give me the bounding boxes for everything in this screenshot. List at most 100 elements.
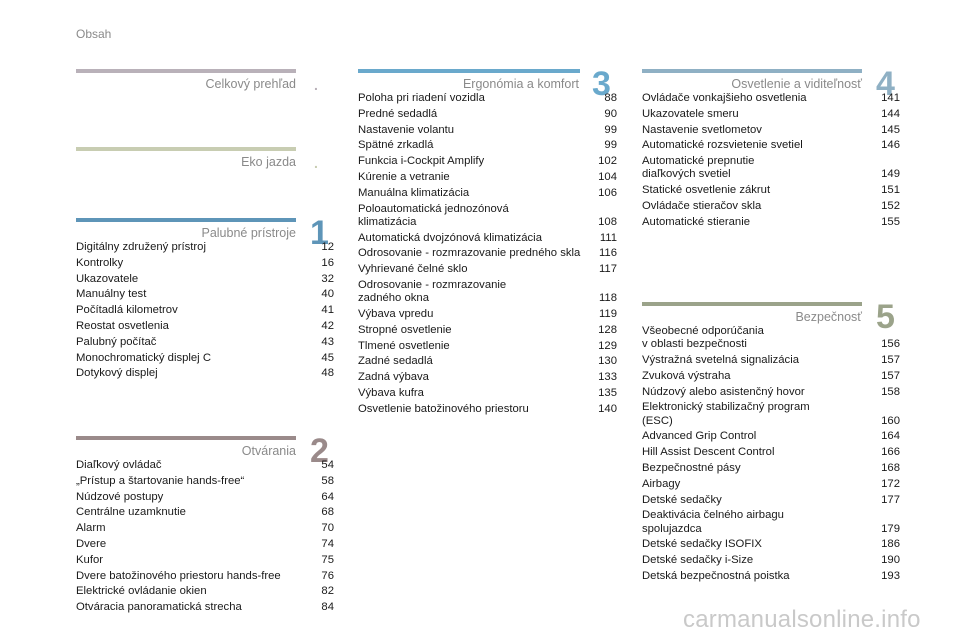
toc-entry[interactable]: Manuálna klimatizácia 106 xyxy=(358,187,617,203)
toc-entry[interactable]: Bezpečnostné pásy 168 xyxy=(642,462,900,478)
toc-entry[interactable]: Poloha pri riadení vozidla 88 xyxy=(358,92,617,108)
section-title: Osvetlenie a viditeľnosť xyxy=(731,77,862,91)
toc-entry[interactable]: Vyhrievané čelné sklo 117 xyxy=(358,263,617,279)
toc-entry-page: 145 xyxy=(881,123,900,136)
toc-entry[interactable]: Diaľkový ovládač 54 xyxy=(76,459,334,475)
toc-entry-title: Poloautomatická jednozónová klimatizácia xyxy=(358,202,509,228)
toc-entry[interactable]: Palubný počítač 43 xyxy=(76,336,334,352)
toc-list: Digitálny združený prístroj 12 Kontrolky 16… xyxy=(76,241,334,383)
toc-entry-page: 144 xyxy=(881,107,900,120)
toc-entry-title: Kúrenie a vetranie xyxy=(358,170,450,183)
toc-entry-title: Detské sedačky xyxy=(642,493,722,506)
toc-entry[interactable]: Automatické rozsvietenie svetiel 146 xyxy=(642,139,900,155)
toc-entry[interactable]: Kufor 75 xyxy=(76,554,334,570)
toc-entry-title: Dotykový displej xyxy=(76,367,158,380)
toc-entry-title: Detská bezpečnostná poistka xyxy=(642,569,790,582)
toc-entry-page: 111 xyxy=(599,231,617,244)
toc-entry-page: 177 xyxy=(881,493,900,506)
toc-entry[interactable]: Stropné osvetlenie 128 xyxy=(358,324,617,340)
toc-entry[interactable]: Reostat osvetlenia 42 xyxy=(76,320,334,336)
section-number: 1 xyxy=(310,214,329,252)
toc-entry[interactable]: Kontrolky 16 xyxy=(76,257,334,273)
toc-entry-page: 156 xyxy=(881,338,900,351)
toc-entry[interactable]: Detské sedačky ISOFIX 186 xyxy=(642,538,900,554)
toc-entry[interactable]: Advanced Grip Control 164 xyxy=(642,430,900,446)
toc-entry-page: 168 xyxy=(881,461,900,474)
toc-entry[interactable]: Spätné zrkadlá 99 xyxy=(358,139,617,155)
toc-entry-page: 118 xyxy=(598,292,617,305)
toc-entry[interactable]: Všeobecné odporúčania v oblasti bezpečno… xyxy=(642,325,900,354)
toc-entry[interactable]: Deaktivácia čelného airbagu spolujazdca 1… xyxy=(642,509,900,538)
toc-entry[interactable]: Statické osvetlenie zákrut 151 xyxy=(642,184,900,200)
toc-entry[interactable]: Výstražná svetelná signalizácia 157 xyxy=(642,354,900,370)
toc-entry[interactable]: Výbava kufra 135 xyxy=(358,387,617,403)
toc-entry[interactable]: Zadná výbava 133 xyxy=(358,371,617,387)
toc-entry-title: Elektronický stabilizačný program (ESC) xyxy=(642,401,810,427)
toc-entry[interactable]: Zvuková výstraha 157 xyxy=(642,370,900,386)
section-marker: . xyxy=(314,155,318,171)
toc-entry[interactable]: Manuálny test 40 xyxy=(76,288,334,304)
toc-entry[interactable]: Digitálny združený prístroj 12 xyxy=(76,241,334,257)
toc-entry[interactable]: Alarm 70 xyxy=(76,522,334,538)
toc-entry[interactable]: Ukazovatele smeru 144 xyxy=(642,108,900,124)
toc-entry[interactable]: Detská bezpečnostná poistka 193 xyxy=(642,570,900,586)
toc-entry-page: 160 xyxy=(881,414,900,427)
toc-entry[interactable]: Automatické prepnutie diaľkových svetiel… xyxy=(642,155,900,184)
toc-entry[interactable]: Dvere batožinového priestoru hands-free 7… xyxy=(76,570,334,586)
toc-entry-title: Reostat osvetlenia xyxy=(76,319,169,332)
toc-entry-page: 32 xyxy=(321,272,334,285)
toc-entry[interactable]: Osvetlenie batožinového priestoru 140 xyxy=(358,403,617,419)
toc-entry[interactable]: Predné sedadlá 90 xyxy=(358,108,617,124)
toc-entry-page: 129 xyxy=(598,339,617,352)
toc-entry[interactable]: Nastavenie volantu 99 xyxy=(358,124,617,140)
toc-entry[interactable]: Dvere 74 xyxy=(76,538,334,554)
toc-entry[interactable]: Odrosovanie - rozmrazovanie zadného okna… xyxy=(358,279,617,308)
toc-entry[interactable]: Odrosovanie - rozmrazovanie predného skl… xyxy=(358,247,617,263)
toc-entry[interactable]: „Prístup a štartovanie hands-free“ 58 xyxy=(76,475,334,491)
toc-entry-title: Kontrolky xyxy=(76,256,124,269)
section-bar xyxy=(358,69,580,73)
toc-entry[interactable]: Zadné sedadlá 130 xyxy=(358,355,617,371)
toc-entry[interactable]: Núdzové postupy 64 xyxy=(76,491,334,507)
toc-entry[interactable]: Elektrické ovládanie okien 82 xyxy=(76,585,334,601)
toc-entry[interactable]: Počítadlá kilometrov 41 xyxy=(76,304,334,320)
toc-entry[interactable]: Kúrenie a vetranie 104 xyxy=(358,171,617,187)
toc-entry[interactable]: Detské sedačky 177 xyxy=(642,494,900,510)
toc-entry[interactable]: Ovládače vonkajšieho osvetlenia 141 xyxy=(642,92,900,108)
toc-entry[interactable]: Tlmené osvetlenie 129 xyxy=(358,340,617,356)
toc-entry[interactable]: Airbagy 172 xyxy=(642,478,900,494)
toc-entry[interactable]: Elektronický stabilizačný program (ESC) 1… xyxy=(642,401,900,430)
toc-entry-page: 45 xyxy=(321,351,334,364)
toc-entry[interactable]: Poloautomatická jednozónová klimatizácia… xyxy=(358,203,617,232)
toc-entry[interactable]: Automatická dvojzónová klimatizácia 111 xyxy=(358,232,617,248)
toc-entry-title: Vyhrievané čelné sklo xyxy=(358,263,468,276)
toc-entry[interactable]: Detské sedačky i-Size 190 xyxy=(642,554,900,570)
toc-entry[interactable]: Výbava vpredu 119 xyxy=(358,308,617,324)
toc-entry-page: 102 xyxy=(598,155,617,168)
toc-entry-page: 179 xyxy=(881,522,900,535)
toc-entry[interactable]: Ukazovatele 32 xyxy=(76,273,334,289)
toc-entry[interactable]: Automatické stieranie 155 xyxy=(642,216,900,232)
toc-entry-title: Dvere xyxy=(76,537,107,550)
toc-entry-title: Automatické stieranie xyxy=(642,215,750,228)
toc-entry[interactable]: Nastavenie svetlometov 145 xyxy=(642,124,900,140)
toc-entry[interactable]: Dotykový displej 48 xyxy=(76,367,334,383)
toc-entry-page: 40 xyxy=(321,288,334,301)
toc-entry[interactable]: Hill Assist Descent Control 166 xyxy=(642,446,900,462)
toc-entry-page: 90 xyxy=(604,107,617,120)
toc-entry-page: 82 xyxy=(321,585,334,598)
toc-entry-title: Nastavenie volantu xyxy=(358,123,455,136)
toc-entry-page: 116 xyxy=(598,247,617,260)
toc-entry[interactable]: Monochromatický displej C 45 xyxy=(76,352,334,368)
toc-entry-title: Automatická dvojzónová klimatizácia xyxy=(358,231,542,244)
toc-entry[interactable]: Centrálne uzamknutie 68 xyxy=(76,506,334,522)
toc-entry[interactable]: Otváracia panoramatická strecha 84 xyxy=(76,601,334,617)
section-marker: . xyxy=(314,77,318,93)
toc-entry[interactable]: Funkcia i-Cockpit Amplify 102 xyxy=(358,155,617,171)
toc-entry-title: Palubný počítač xyxy=(76,335,157,348)
toc-entry-page: 99 xyxy=(604,139,617,152)
toc-entry[interactable]: Núdzový alebo asistenčný hovor 158 xyxy=(642,386,900,402)
toc-entry-title: Zadné sedadlá xyxy=(358,355,433,368)
toc-entry[interactable]: Ovládače stieračov skla 152 xyxy=(642,200,900,216)
toc-entry-title: Dvere batožinového priestoru hands-free xyxy=(76,569,281,582)
